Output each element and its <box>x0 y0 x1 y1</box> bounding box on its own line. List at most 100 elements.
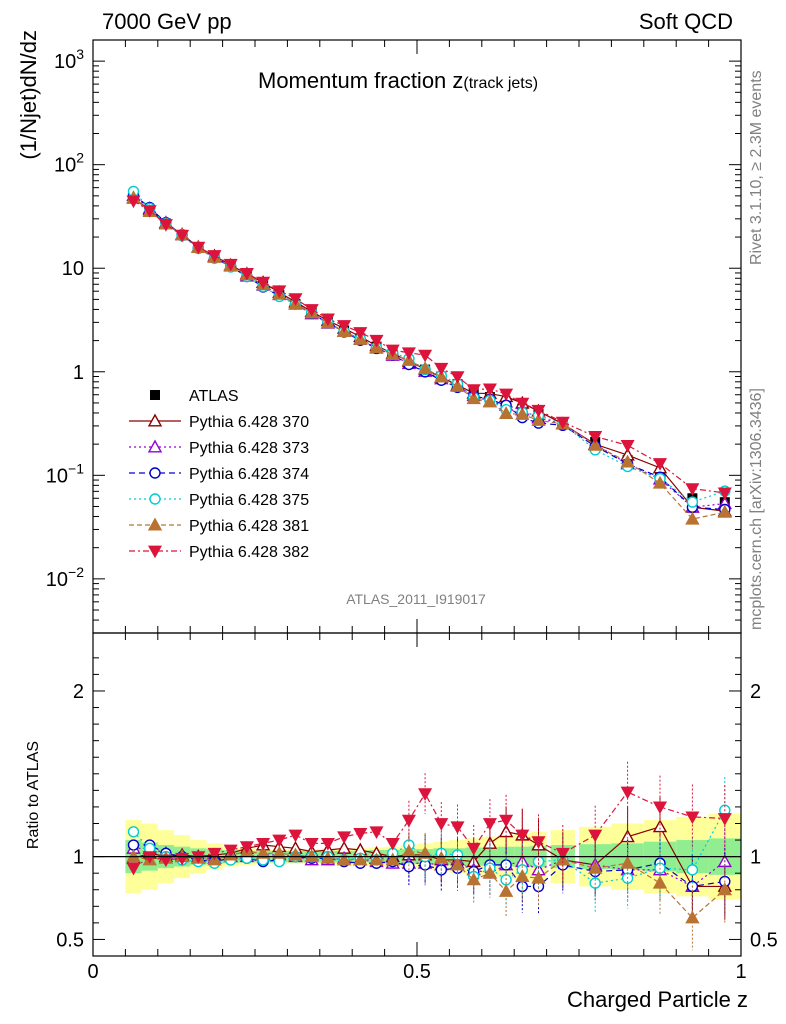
rivet-version-label: Rivet 3.1.10, ≥ 2.3M events <box>748 70 765 265</box>
ratio-point <box>320 837 335 851</box>
series-point <box>620 439 635 453</box>
series-point <box>126 195 141 209</box>
series-point <box>685 511 700 525</box>
series-point <box>531 404 546 418</box>
ratio-point <box>336 852 352 866</box>
series-point <box>588 431 603 444</box>
ratio-point <box>320 850 336 864</box>
ratio-point <box>685 811 700 825</box>
series-point <box>482 394 498 408</box>
series-point <box>652 458 668 471</box>
ratio-point <box>288 829 303 843</box>
main-panel-marks <box>126 185 732 525</box>
series-point <box>685 483 700 496</box>
series-point <box>466 391 481 405</box>
legend-label: Pythia 6.428 375 <box>189 492 309 509</box>
series-point <box>288 293 303 306</box>
x-tick-label: 0 <box>87 961 98 983</box>
ratio-point <box>531 836 546 849</box>
ratio-point <box>434 850 449 864</box>
ratio-point <box>337 831 352 844</box>
legend-marker <box>150 390 160 400</box>
series-point <box>515 406 530 420</box>
legend-label: Pythia 6.428 373 <box>189 440 309 457</box>
y-tick-label: 103 <box>54 46 84 73</box>
ratio-panel-frame <box>92 632 742 957</box>
analysis-watermark: ATLAS_2011_I919017 <box>346 591 486 607</box>
series-point <box>256 276 271 290</box>
ratio-point <box>127 839 140 851</box>
ratio-point <box>620 786 635 800</box>
ratio-point <box>515 869 530 882</box>
ratio-point <box>498 883 514 897</box>
main-title-sub: (track jets) <box>463 75 538 92</box>
ratio-point <box>158 854 173 868</box>
ratio-tick-label-right: 0.5 <box>750 929 778 951</box>
ratio-point <box>369 826 384 840</box>
series-point <box>401 347 416 361</box>
ratio-point <box>450 857 465 871</box>
legend-marker <box>147 413 163 427</box>
y-tick-exponent: −2 <box>68 564 84 580</box>
x-axis-label: Charged Particle z <box>567 987 748 1012</box>
legend-label: Pythia 6.428 382 <box>189 544 309 561</box>
legend-marker <box>147 517 163 531</box>
ratio-point <box>385 837 400 851</box>
ratio-point <box>717 882 732 896</box>
ratio-point <box>272 845 287 859</box>
ratio-point <box>482 865 498 879</box>
ratio-tick-label: 1 <box>73 847 84 869</box>
series-point <box>652 475 668 489</box>
y-tick-label: 10−2 <box>46 564 84 591</box>
ratio-point <box>353 828 368 841</box>
series-point <box>717 487 732 501</box>
series-point <box>223 258 238 272</box>
legend: ATLAS Pythia 6.428 370 Pythia 6.428 373 Pyt… <box>129 388 309 561</box>
series-point <box>353 327 368 340</box>
series-point <box>191 241 206 255</box>
main-title: Momentum fraction z(track jets) <box>258 68 538 93</box>
series-point <box>418 349 433 363</box>
legend-label: Pythia 6.428 374 <box>189 466 309 483</box>
series-point <box>337 320 352 333</box>
ratio-point <box>255 845 271 859</box>
y-tick-base: 10 <box>62 258 84 280</box>
ratio-tick-label-right: 2 <box>750 681 761 703</box>
legend-label: ATLAS <box>189 388 239 405</box>
series-point <box>588 437 603 451</box>
y-axis-label-ratio: Ratio to ATLAS <box>25 741 42 849</box>
y-tick-label: 10−1 <box>46 460 84 487</box>
series-point <box>239 268 254 281</box>
ratio-point <box>620 855 635 869</box>
header-right: Soft QCD <box>639 9 733 34</box>
series-point <box>434 369 449 383</box>
series-point <box>434 362 449 376</box>
ratio-point <box>207 847 222 861</box>
y-tick-exponent: −1 <box>68 460 84 476</box>
ratio-point <box>450 821 465 835</box>
ratio-point <box>434 818 449 831</box>
series-point <box>555 416 570 430</box>
y-tick-base: 10 <box>46 569 68 591</box>
y-tick-base: 10 <box>54 51 76 73</box>
series-point <box>304 304 319 317</box>
x-tick-label: 1 <box>735 961 746 983</box>
ratio-point <box>686 864 699 876</box>
y-tick-label: 1 <box>73 362 84 384</box>
ratio-point <box>385 852 400 866</box>
legend-label: Pythia 6.428 370 <box>189 414 309 431</box>
y-tick-exponent: 3 <box>76 46 84 62</box>
legend-marker <box>149 467 161 479</box>
ratio-tick-label: 0.5 <box>56 929 84 951</box>
ratio-point <box>588 829 603 843</box>
ratio-point <box>239 841 254 854</box>
series-point <box>320 313 335 327</box>
ratio-point <box>223 844 238 858</box>
ratio-point <box>652 801 668 815</box>
ratio-point <box>532 855 545 868</box>
ratio-point <box>531 870 546 884</box>
ratio-tick-label: 2 <box>73 681 84 703</box>
series-point <box>385 344 400 358</box>
ratio-point <box>588 860 603 874</box>
